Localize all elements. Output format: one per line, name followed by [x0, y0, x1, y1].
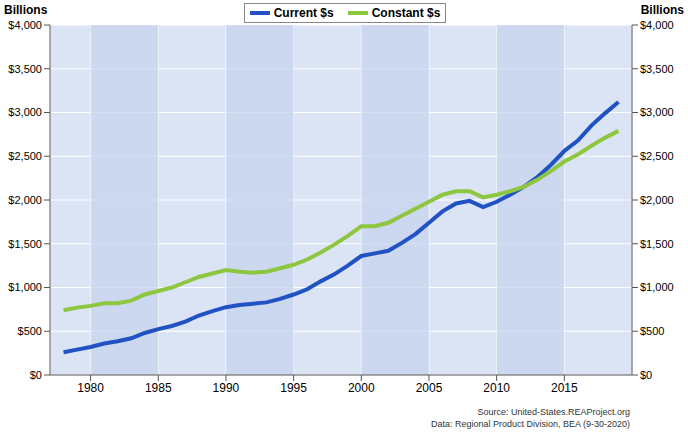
- svg-text:$4,000: $4,000: [8, 19, 42, 31]
- svg-text:$2,500: $2,500: [8, 150, 42, 162]
- svg-text:1990: 1990: [213, 381, 240, 395]
- html-text:Billions: Billions: [4, 3, 48, 17]
- svg-text:$2,000: $2,000: [640, 194, 674, 206]
- svg-text:$0: $0: [640, 369, 652, 381]
- html-text:Data: Regional Product Divisio: Data: Regional Product Division, BEA (9-…: [430, 419, 630, 429]
- html-text:Billions: Billions: [640, 3, 684, 17]
- svg-text:$1,500: $1,500: [8, 238, 42, 250]
- svg-text:2000: 2000: [348, 381, 375, 395]
- svg-text:2010: 2010: [483, 381, 510, 395]
- svg-text:1995: 1995: [280, 381, 307, 395]
- svg-text:$1,500: $1,500: [640, 238, 674, 250]
- svg-text:$2,000: $2,000: [8, 194, 42, 206]
- svg-text:2005: 2005: [416, 381, 443, 395]
- svg-text:$2,500: $2,500: [640, 150, 674, 162]
- svg-text:1980: 1980: [77, 381, 104, 395]
- svg-text:$0: $0: [30, 369, 42, 381]
- svg-text:$3,500: $3,500: [8, 63, 42, 75]
- svg-text:$4,000: $4,000: [640, 19, 674, 31]
- svg-text:$3,000: $3,000: [8, 106, 42, 118]
- svg-text:1985: 1985: [145, 381, 172, 395]
- svg-text:2015: 2015: [551, 381, 578, 395]
- svg-text:$1,000: $1,000: [8, 281, 42, 293]
- html-text:Current $s: Current $s: [273, 6, 334, 20]
- svg-text:$3,000: $3,000: [640, 106, 674, 118]
- html-text:Constant $s: Constant $s: [371, 6, 441, 20]
- svg-text:$3,500: $3,500: [640, 63, 674, 75]
- svg-text:$1,000: $1,000: [640, 281, 674, 293]
- html-text:Source: United-States.REAProje: Source: United-States.REAProject.org: [477, 407, 630, 417]
- svg-text:$500: $500: [640, 325, 664, 337]
- svg-text:$500: $500: [18, 325, 42, 337]
